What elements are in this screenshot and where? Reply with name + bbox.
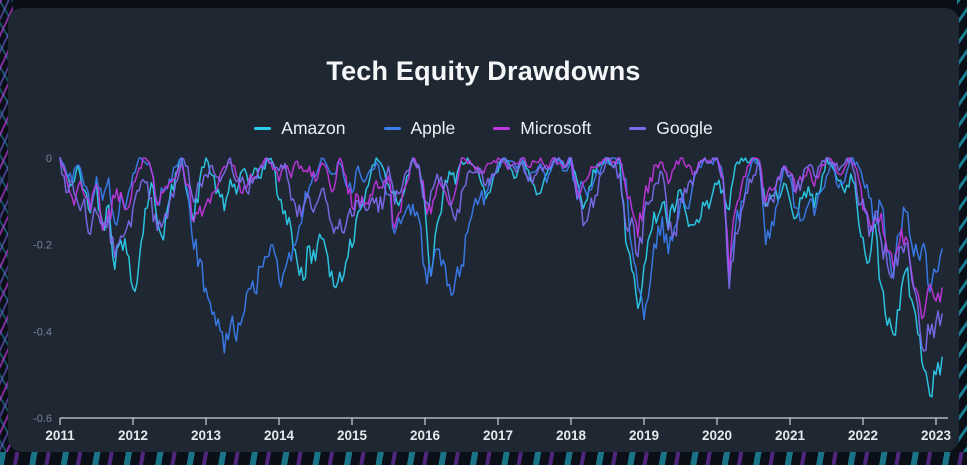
- x-tick-label: 2016: [410, 428, 441, 443]
- chart-card: 2011 2012 2013 2014 2015 2016 2017 2018 2019 2020…: [8, 8, 959, 452]
- legend-swatch-amazon: [254, 127, 272, 130]
- legend-label-apple: Apple: [410, 118, 456, 138]
- y-tick-label: -0.2: [33, 240, 52, 252]
- y-tick-label: -0.4: [33, 326, 52, 338]
- x-tick-label: 2018: [556, 428, 587, 443]
- x-tick-label: 2021: [775, 428, 806, 443]
- x-tick-label: 2015: [337, 428, 368, 443]
- decorative-edge-bottom: [0, 452, 967, 465]
- x-tick-label: 2019: [629, 428, 659, 443]
- legend-item-microsoft[interactable]: Microsoft: [493, 118, 591, 139]
- legend-item-apple[interactable]: Apple: [383, 118, 456, 139]
- decorative-edge-right: [957, 0, 967, 465]
- x-tick-label: 2022: [848, 428, 878, 443]
- drawdown-chart: 2011 2012 2013 2014 2015 2016 2017 2018 2019 2020…: [33, 153, 952, 443]
- y-tick-label: 0: [46, 153, 52, 165]
- x-tick-label: 2013: [191, 428, 222, 443]
- x-tick-label: 2023: [921, 428, 952, 443]
- chart-title: Tech Equity Drawdowns: [326, 56, 641, 86]
- series-line-google: [59, 157, 943, 352]
- legend-label-amazon: Amazon: [281, 118, 346, 138]
- legend-swatch-microsoft: [493, 127, 511, 130]
- y-tick-label: -0.6: [33, 413, 52, 425]
- series-line-apple: [59, 157, 943, 354]
- x-tick-label: 2017: [483, 428, 513, 443]
- x-tick-label: 2020: [702, 428, 732, 443]
- legend-label-microsoft: Microsoft: [520, 118, 592, 138]
- legend-swatch-google: [629, 127, 647, 130]
- legend-item-google[interactable]: Google: [629, 118, 713, 139]
- chart-legend: Amazon Apple Microsoft Google: [8, 118, 959, 139]
- legend-swatch-apple: [383, 127, 401, 130]
- x-tick-label: 2014: [264, 428, 295, 443]
- legend-item-amazon[interactable]: Amazon: [254, 118, 346, 139]
- x-tick-label: 2011: [45, 428, 75, 443]
- legend-label-google: Google: [656, 118, 713, 138]
- x-tick-label: 2012: [118, 428, 148, 443]
